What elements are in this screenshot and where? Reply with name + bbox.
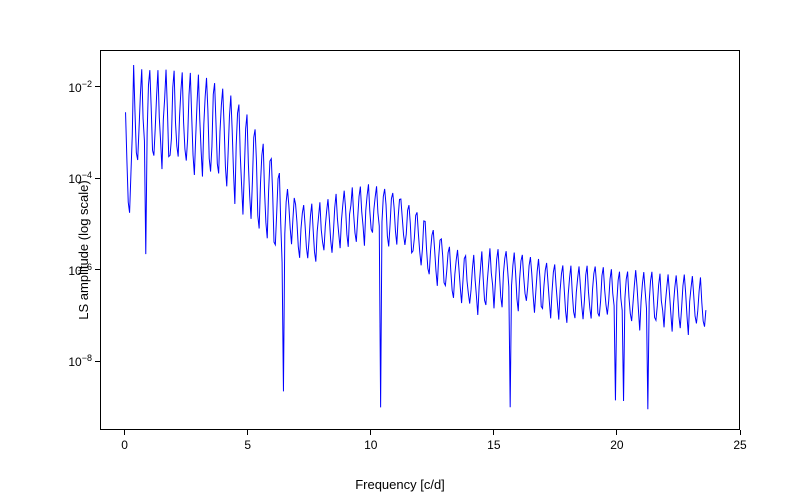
y-tick-mark bbox=[95, 178, 100, 179]
x-tick-mark bbox=[493, 430, 494, 435]
x-tick-mark bbox=[370, 430, 371, 435]
x-tick-mark bbox=[124, 430, 125, 435]
x-tick-label: 20 bbox=[610, 438, 623, 452]
y-tick-label: 10−6 bbox=[68, 262, 92, 278]
axes-box bbox=[100, 50, 740, 430]
x-tick-label: 10 bbox=[364, 438, 377, 452]
x-tick-mark bbox=[247, 430, 248, 435]
y-tick-label: 10−2 bbox=[68, 79, 92, 95]
x-tick-label: 5 bbox=[244, 438, 251, 452]
y-tick-mark bbox=[95, 86, 100, 87]
x-tick-mark bbox=[740, 430, 741, 435]
y-tick-label: 10−8 bbox=[68, 353, 92, 369]
x-tick-label: 25 bbox=[733, 438, 746, 452]
figure: LS amplitude (log scale) 0 5 10 15 20 25 10−8… bbox=[0, 0, 800, 500]
x-axis-label: Frequency [c/d] bbox=[0, 477, 800, 492]
x-tick-label: 0 bbox=[121, 438, 128, 452]
x-tick-label: 15 bbox=[487, 438, 500, 452]
y-tick-label: 10−4 bbox=[68, 170, 92, 186]
periodogram-line bbox=[101, 51, 739, 429]
x-tick-mark bbox=[616, 430, 617, 435]
y-axis-label: LS amplitude (log scale) bbox=[76, 180, 91, 319]
y-tick-mark bbox=[95, 361, 100, 362]
y-tick-mark bbox=[95, 269, 100, 270]
